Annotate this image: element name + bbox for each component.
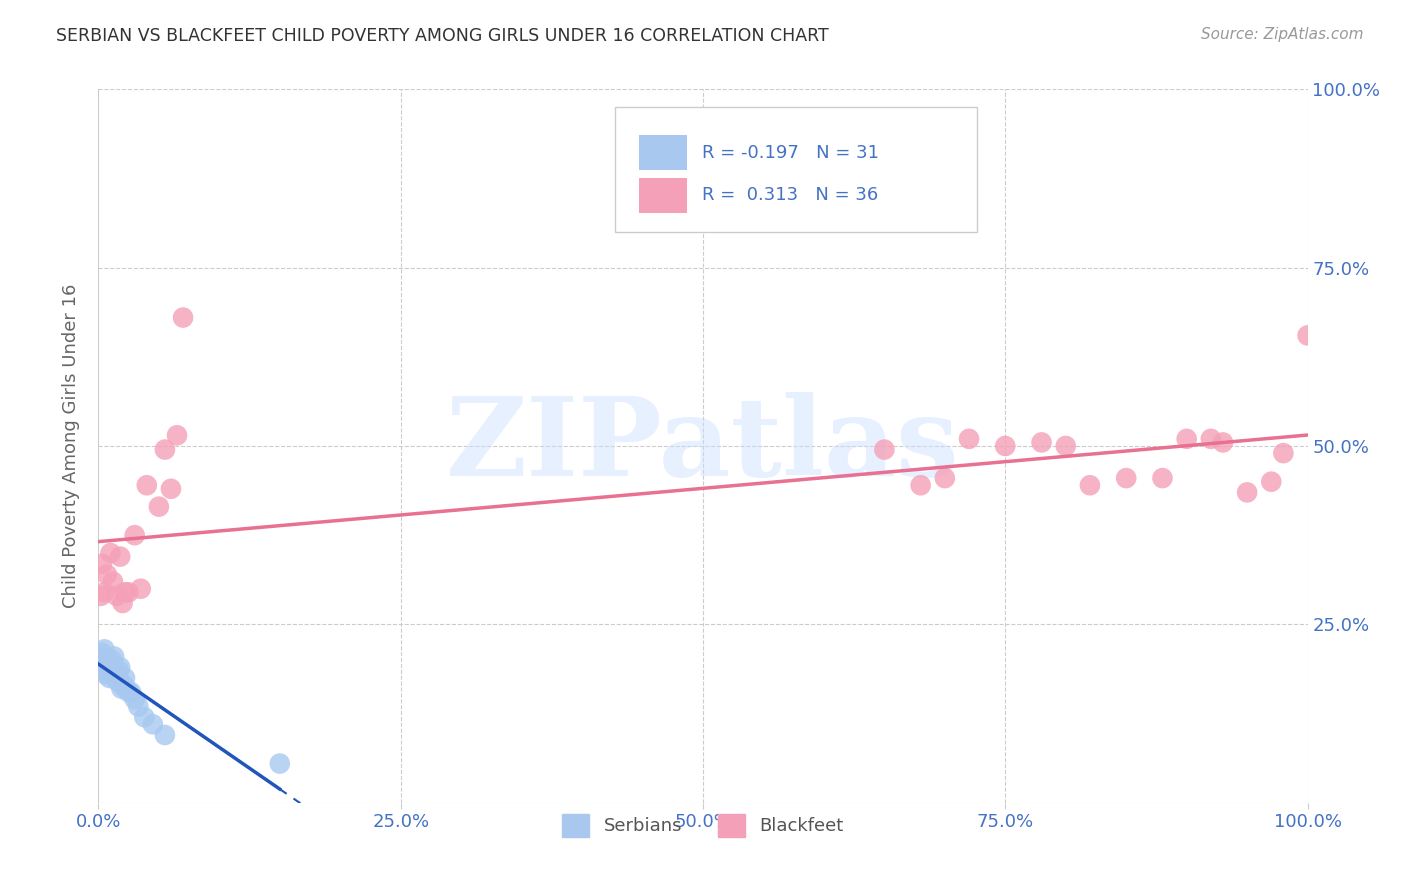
Point [98,671,121,685]
Point [1054,439,1077,453]
Point [100,653,122,667]
Point [957,432,980,446]
Point [120,685,142,699]
Point [1272,446,1295,460]
Point [1031,435,1053,450]
Point [107,674,129,689]
Text: SERBIAN VS BLACKFEET CHILD POVERTY AMONG GIRLS UNDER 16 CORRELATION CHART: SERBIAN VS BLACKFEET CHILD POVERTY AMONG… [56,27,830,45]
Text: ZIPatlas: ZIPatlas [446,392,960,500]
FancyBboxPatch shape [638,135,688,170]
FancyBboxPatch shape [638,178,688,213]
Text: R =  0.313   N = 36: R = 0.313 N = 36 [702,186,877,204]
Point [910,478,932,492]
Point [118,585,141,599]
Y-axis label: Child Poverty Among Girls Under 16: Child Poverty Among Girls Under 16 [62,284,80,608]
Point [93,642,115,657]
Point [148,500,170,514]
Point [1236,485,1258,500]
Point [1175,432,1198,446]
Point [934,471,956,485]
Point [91,657,114,671]
Point [108,549,131,564]
Text: R = -0.197   N = 31: R = -0.197 N = 31 [702,144,879,161]
Point [91,557,114,571]
Point [1212,435,1234,450]
Point [172,310,194,325]
Point [153,728,176,742]
Point [101,664,124,678]
Point [97,664,120,678]
Point [111,678,134,692]
Point [94,667,117,681]
Point [89,649,111,664]
Point [153,442,176,457]
Point [103,649,125,664]
Point [124,692,146,706]
Point [96,660,118,674]
Point [96,567,118,582]
Point [269,756,291,771]
Point [1152,471,1174,485]
Point [105,589,128,603]
Point [142,717,165,731]
Point [1115,471,1137,485]
Point [160,482,183,496]
Point [873,442,896,457]
FancyBboxPatch shape [614,107,977,232]
Point [100,546,122,560]
Point [90,589,112,603]
Point [100,657,122,671]
Legend: Serbians, Blackfeet: Serbians, Blackfeet [555,807,851,844]
Point [135,478,157,492]
Point [1260,475,1282,489]
Point [129,582,152,596]
Point [166,428,188,442]
Point [108,660,131,674]
Point [1078,478,1101,492]
Text: Source: ZipAtlas.com: Source: ZipAtlas.com [1201,27,1364,42]
Point [114,585,136,599]
Point [105,667,128,681]
Point [134,710,156,724]
Point [93,585,115,599]
Point [104,671,127,685]
Point [101,574,124,589]
Point [108,664,131,678]
Point [127,699,149,714]
Point [115,681,138,696]
Point [112,678,135,692]
Point [91,646,114,660]
Point [1199,432,1222,446]
Point [90,653,112,667]
Point [994,439,1017,453]
Point [111,596,134,610]
Point [118,685,141,699]
Point [1296,328,1319,343]
Point [110,681,132,696]
Point [124,528,146,542]
Point [114,671,136,685]
